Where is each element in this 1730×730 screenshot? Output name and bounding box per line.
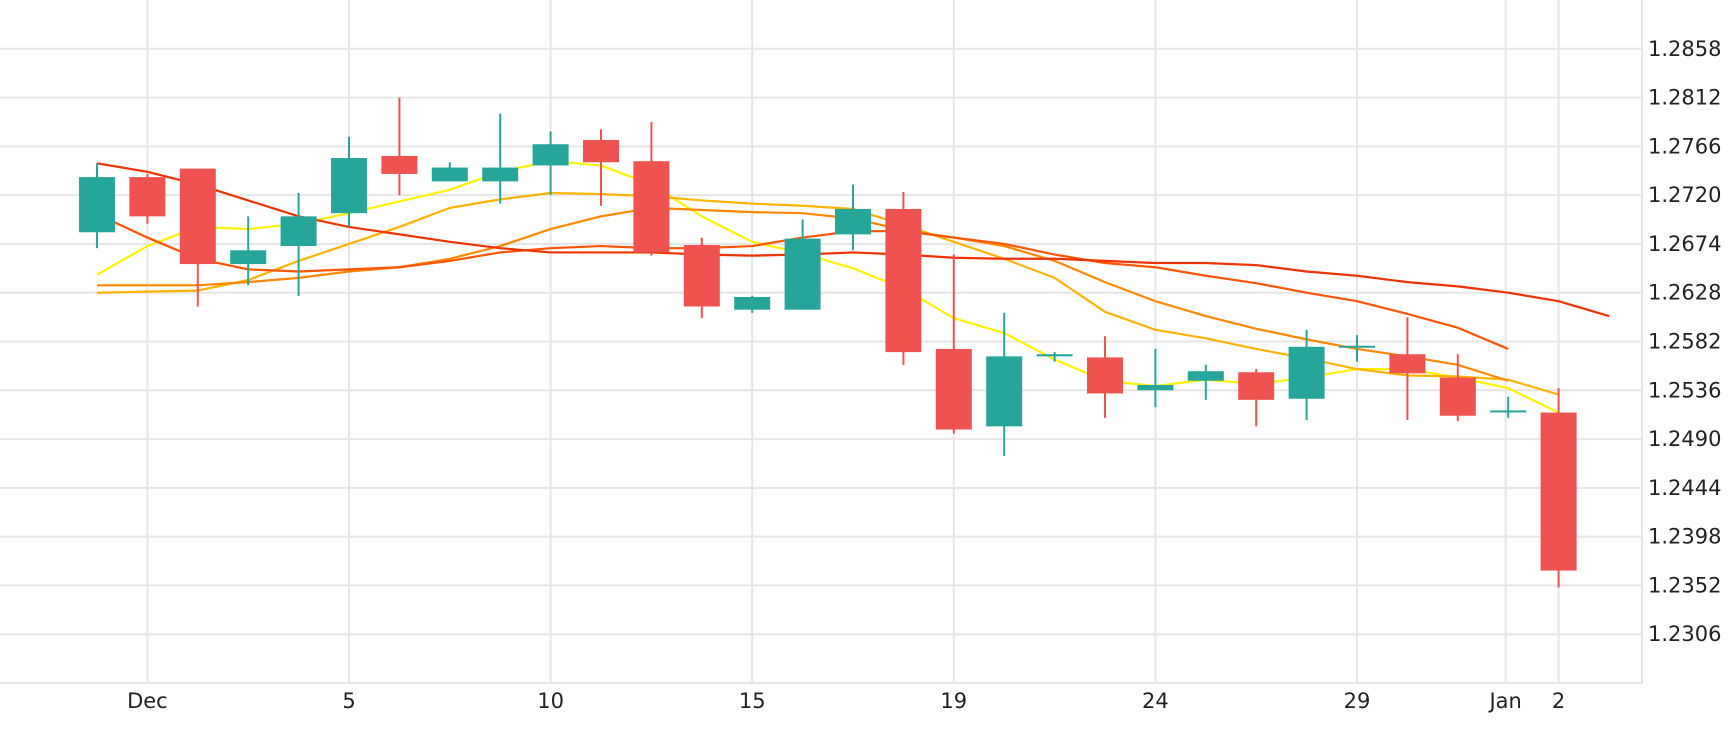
moving-average-line [96,160,1560,414]
candle-body [935,348,972,430]
candle-body [784,238,821,310]
candle-up [784,219,821,310]
x-tick-label: 19 [940,689,967,713]
candle-up [431,162,468,182]
x-tick-labels: Dec 5 10 15 19 24 29 Jan 2 [127,689,1565,713]
candle-up [986,312,1023,457]
candle-up [835,184,871,251]
candle-body [1087,357,1123,394]
y-tick-label: 1.2628 [1648,281,1721,305]
candle-up [280,193,317,296]
candle-down [1238,369,1275,427]
x-tick-label: 15 [739,689,766,713]
candle-body [79,177,115,233]
y-tick-label: 1.2766 [1648,134,1721,158]
candle-body [1288,346,1325,399]
x-tick-label: 10 [537,689,564,713]
candle-body [835,208,871,235]
y-tick-label: 1.2352 [1648,573,1721,597]
candle-body [1540,412,1577,571]
candle-down [935,254,972,434]
candle-body [885,208,922,353]
x-tick-label: 5 [342,689,355,713]
candle-down [179,168,216,307]
candle-body [431,167,468,182]
candle-up [734,295,771,313]
candle-body [1339,345,1375,348]
y-tick-label: 1.2674 [1648,232,1721,256]
y-tick-label: 1.2720 [1648,183,1721,207]
x-tick-label: 2 [1552,689,1565,713]
candle-up [1036,352,1073,362]
candle-down [683,237,720,319]
candle-down [583,129,619,206]
candle-up [1187,364,1224,400]
candle-body [482,167,519,182]
candle-body [532,144,569,166]
horizontal-gridlines [0,47,1642,636]
candle-up [331,136,367,227]
candle-body [230,250,267,265]
y-tick-label: 1.2398 [1648,525,1721,549]
candle-body [129,177,166,217]
candle-up [230,216,267,286]
candles [79,97,1577,588]
y-tick-label: 1.2490 [1648,427,1721,451]
candle-body [734,296,771,310]
candle-body [280,216,317,247]
candle-body [1137,384,1174,391]
x-tick-label: Dec [127,689,168,713]
x-tick-label: 29 [1344,689,1371,713]
candle-body [381,155,418,174]
candle-down [129,173,166,224]
y-tick-label: 1.2536 [1648,378,1721,402]
candle-up [79,163,115,249]
x-tick-label: Jan [1487,689,1521,713]
candle-body [1238,372,1275,400]
candle-body [331,158,367,214]
y-tick-label: 1.2306 [1648,622,1721,646]
candle-body [683,244,720,307]
moving-average-line [97,206,1509,382]
x-tick-label: 24 [1142,689,1169,713]
candle-up [532,131,569,196]
candle-down [1389,317,1426,420]
candle-up [1288,329,1325,420]
candle-down [1439,354,1476,422]
candle-body [986,356,1023,427]
candle-body [1439,377,1476,416]
candle-down [381,97,418,196]
candle-down [633,121,670,256]
candle-body [583,139,619,163]
y-tick-label: 1.2858 [1648,37,1721,61]
candle-body [633,161,670,253]
candle-down [1087,336,1123,418]
candle-body [1036,354,1073,357]
y-tick-label: 1.2444 [1648,476,1721,500]
candle-body [1389,354,1426,374]
candle-body [1187,371,1224,381]
candle-down [885,191,922,365]
candle-up [1490,396,1527,418]
candle-body [179,168,216,265]
candle-body [1490,410,1527,413]
candle-up [482,113,519,204]
y-tick-label: 1.2582 [1648,330,1721,354]
candle-up [1339,335,1375,362]
y-tick-label: 1.2812 [1648,86,1721,110]
y-tick-labels: 1.2858 1.2812 1.2766 1.2720 1.2674 1.2628 1.25… [1648,37,1721,646]
candle-up [1137,348,1174,408]
candle-down [1540,388,1577,588]
